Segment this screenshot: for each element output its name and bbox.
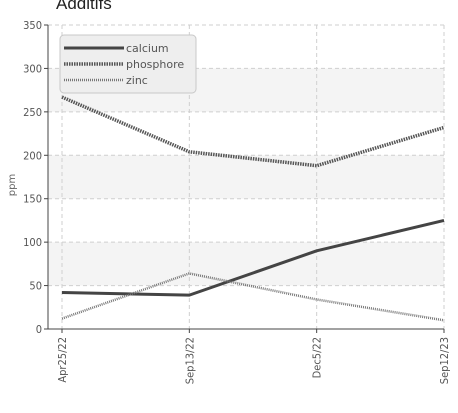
plot-bands [48,68,444,286]
x-tick-label: Dec5/22 [311,337,324,378]
y-tick-labels: 0 50 100 150 200 250 300 350 [23,19,42,336]
x-tick-label: Sep12/23 [438,337,451,384]
y-tick-label: 250 [23,106,42,119]
series-line-zinc [61,272,445,322]
legend: calcium phosphore zinc [59,34,197,94]
series-lines [61,95,445,322]
y-tick-label: 0 [36,323,42,336]
legend-label-calcium: calcium [126,42,169,55]
legend-label-zinc: zinc [126,74,148,87]
legend-label-phosphore: phosphore [126,58,184,71]
plot-band [48,242,444,286]
series-line-phosphore [61,95,445,168]
y-tick-label: 200 [23,149,42,162]
plot-band [48,155,444,199]
y-tick-label: 100 [23,236,42,249]
y-tick-label: 350 [23,19,42,32]
x-tick-label: Apr25/22 [56,337,69,383]
y-tick-label: 50 [29,280,42,293]
y-axis-label: ppm [7,174,18,196]
x-tick-label: Sep13/22 [183,337,196,384]
y-tick-label: 150 [23,193,42,206]
y-tick-label: 300 [23,62,42,75]
x-tick-labels: Apr25/22 Sep13/22 Dec5/22 Sep12/23 [56,337,451,384]
chart-title: Additifs [56,0,112,13]
series-line-calcium [61,218,445,297]
axes [44,24,445,333]
